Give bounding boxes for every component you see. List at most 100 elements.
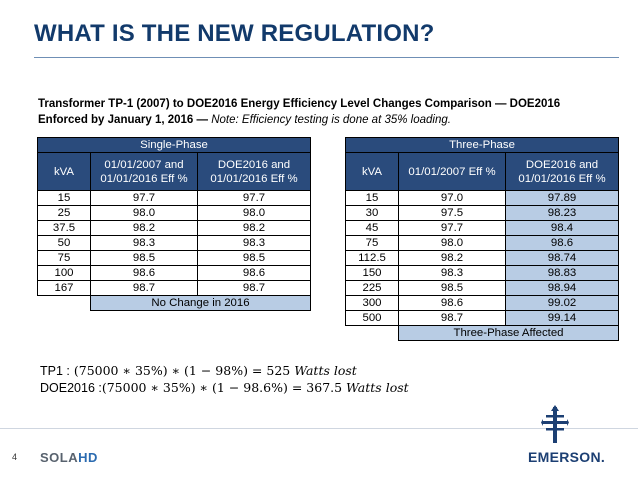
subtitle-line-1: Transformer TP-1 (2007) to DOE2016 Energ… xyxy=(38,98,561,110)
eff-2007-cell: 98.6 xyxy=(398,295,506,311)
table-row: 300 98.6 99.02 xyxy=(345,295,620,311)
eff-2016-cell: 98.5 xyxy=(197,250,311,266)
table-row: 100 98.6 98.6 xyxy=(37,265,311,281)
table-row: 45 97.7 98.4 xyxy=(345,220,620,236)
formula-doe2016: DOE2016 :(75000 ∗ 35%) ∗ (1 − 98.6%) = 3… xyxy=(40,380,409,395)
enforcement-text: Enforced by January 1, 2016 — xyxy=(38,114,209,126)
kva-cell: 50 xyxy=(37,235,91,251)
table-row: 30 97.5 98.23 xyxy=(345,205,620,221)
eff-2007-cell: 98.2 xyxy=(398,250,506,266)
table-row: 112.5 98.2 98.74 xyxy=(345,250,620,266)
logo-text-sola: SOLA xyxy=(40,450,79,465)
kva-cell: 30 xyxy=(345,205,399,221)
eff-2007-cell: 97.5 xyxy=(398,205,506,221)
table-row: 50 98.3 98.3 xyxy=(37,235,311,251)
column-header: DOE2016 and 01/01/2016 Eff % xyxy=(197,152,311,191)
formula-unit: Watts lost xyxy=(294,363,357,378)
eff-2007-cell: 98.5 xyxy=(398,280,506,296)
kva-cell: 75 xyxy=(37,250,91,266)
formula-label: DOE2016 : xyxy=(40,381,102,395)
table-row: 15 97.0 97.89 xyxy=(345,190,620,206)
eff-2016-cell: 99.14 xyxy=(504,310,620,326)
formula-label: TP1 : xyxy=(40,364,70,378)
column-header: 01/01/2007 and 01/01/2016 Eff % xyxy=(90,152,198,191)
column-header: kVA xyxy=(37,152,91,191)
eff-2007-cell: 97.0 xyxy=(398,190,506,206)
eff-2007-cell: 97.7 xyxy=(398,220,506,236)
single-phase-table: Single-Phase kVA 01/01/2007 and 01/01/20… xyxy=(37,137,311,311)
eff-2016-cell: 97.89 xyxy=(504,190,620,206)
table-row: 15 97.7 97.7 xyxy=(37,190,311,206)
formula-expression: (75000 ∗ 35%) ∗ (1 − 98.6%) = 367.5 xyxy=(101,380,347,395)
eff-2016-cell: 98.3 xyxy=(197,235,311,251)
kva-cell: 300 xyxy=(345,295,399,311)
eff-2016-cell: 98.6 xyxy=(504,235,620,251)
eff-2016-cell: 98.74 xyxy=(504,250,620,266)
three-phase-table: Three-Phase kVA 01/01/2007 Eff % DOE2016… xyxy=(344,137,620,341)
kva-cell: 25 xyxy=(37,205,91,221)
eff-2007-cell: 98.3 xyxy=(90,235,198,251)
kva-cell: 167 xyxy=(37,280,91,296)
table-caption: Single-Phase xyxy=(37,137,311,153)
kva-cell: 150 xyxy=(345,265,399,281)
formula-expression: (75000 ∗ 35%) ∗ (1 − 98%) = 525 xyxy=(73,363,295,378)
table-row: 150 98.3 98.83 xyxy=(345,265,620,281)
eff-2016-cell: 99.02 xyxy=(504,295,620,311)
page-number: 4 xyxy=(12,452,18,462)
note-text: Note: Efficiency testing is done at 35% … xyxy=(211,114,451,126)
emerson-emblem-icon xyxy=(541,405,569,443)
kva-cell: 45 xyxy=(345,220,399,236)
emerson-logo: EMERSON. xyxy=(528,449,606,465)
eff-2016-cell: 98.4 xyxy=(504,220,620,236)
eff-2007-cell: 98.7 xyxy=(90,280,198,296)
eff-2016-cell: 98.83 xyxy=(504,265,620,281)
table-row: 75 98.0 98.6 xyxy=(345,235,620,251)
eff-2016-cell: 98.94 xyxy=(504,280,620,296)
table-footer-spacer xyxy=(346,326,399,341)
table-row: 225 98.5 98.94 xyxy=(345,280,620,296)
kva-cell: 225 xyxy=(345,280,399,296)
footer-divider xyxy=(0,428,638,429)
formula-unit: Watts lost xyxy=(346,380,409,395)
kva-cell: 100 xyxy=(37,265,91,281)
table-row: 25 98.0 98.0 xyxy=(37,205,311,221)
table-row: 75 98.5 98.5 xyxy=(37,250,311,266)
kva-cell: 15 xyxy=(345,190,399,206)
eff-2016-cell: 98.0 xyxy=(197,205,311,221)
title-divider xyxy=(34,57,619,58)
logo-text-hd: HD xyxy=(78,450,98,465)
subtitle-line-2: Enforced by January 1, 2016 — Note: Effi… xyxy=(38,112,618,128)
subtitle: Transformer TP-1 (2007) to DOE2016 Energ… xyxy=(38,96,618,128)
table-row: 37.5 98.2 98.2 xyxy=(37,220,311,236)
eff-2007-cell: 98.3 xyxy=(398,265,506,281)
formula-tp1: TP1 : (75000 ∗ 35%) ∗ (1 − 98%) = 525 Wa… xyxy=(40,363,357,378)
eff-2007-cell: 98.0 xyxy=(90,205,198,221)
column-header: 01/01/2007 Eff % xyxy=(398,152,506,191)
table-row: 500 98.7 99.14 xyxy=(345,310,620,326)
eff-2016-cell: 98.23 xyxy=(504,205,620,221)
eff-2007-cell: 97.7 xyxy=(90,190,198,206)
table-row: 167 98.7 98.7 xyxy=(37,280,311,296)
kva-cell: 112.5 xyxy=(345,250,399,266)
page-title: WHAT IS THE NEW REGULATION? xyxy=(34,20,435,47)
eff-2016-cell: 98.7 xyxy=(197,280,311,296)
eff-2007-cell: 98.7 xyxy=(398,310,506,326)
table-footer-note: No Change in 2016 xyxy=(90,295,311,311)
column-header: kVA xyxy=(345,152,399,191)
kva-cell: 15 xyxy=(37,190,91,206)
eff-2007-cell: 98.0 xyxy=(398,235,506,251)
kva-cell: 37.5 xyxy=(37,220,91,236)
table-footer-spacer xyxy=(38,296,91,311)
eff-2016-cell: 98.6 xyxy=(197,265,311,281)
table-caption: Three-Phase xyxy=(344,137,620,153)
sola-hd-logo: SOLAHD xyxy=(40,450,98,465)
eff-2016-cell: 98.2 xyxy=(197,220,311,236)
eff-2016-cell: 97.7 xyxy=(197,190,311,206)
eff-2007-cell: 98.2 xyxy=(90,220,198,236)
kva-cell: 75 xyxy=(345,235,399,251)
column-header: DOE2016 and 01/01/2016 Eff % xyxy=(504,152,620,191)
eff-2007-cell: 98.5 xyxy=(90,250,198,266)
eff-2007-cell: 98.6 xyxy=(90,265,198,281)
kva-cell: 500 xyxy=(345,310,399,326)
table-footer-note: Three-Phase Affected xyxy=(397,325,620,341)
